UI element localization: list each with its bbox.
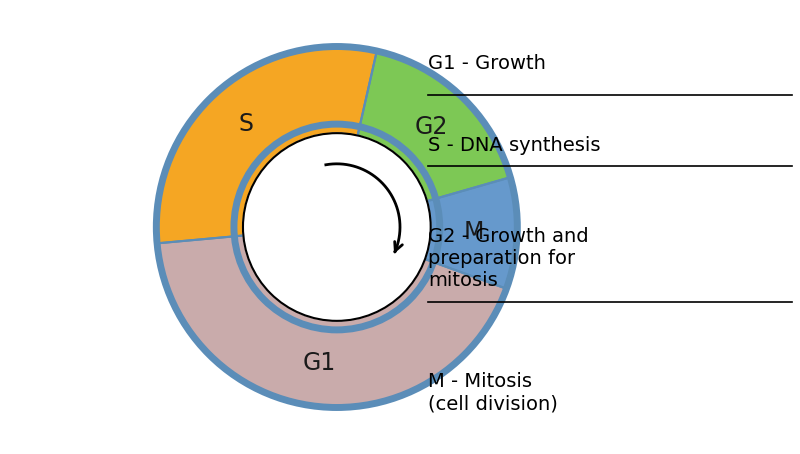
Polygon shape [425, 177, 518, 289]
Polygon shape [157, 236, 506, 408]
Text: G1 - Growth: G1 - Growth [428, 54, 546, 74]
Polygon shape [156, 46, 377, 243]
Text: G1: G1 [302, 351, 336, 375]
Text: S: S [239, 112, 254, 136]
Text: G2: G2 [414, 115, 448, 139]
Text: S - DNA synthesis: S - DNA synthesis [428, 136, 601, 155]
Text: M: M [464, 220, 484, 244]
Circle shape [243, 133, 430, 321]
Polygon shape [358, 51, 510, 201]
Text: G2 - Growth and
preparation for
mitosis: G2 - Growth and preparation for mitosis [428, 227, 589, 290]
Text: M - Mitosis
(cell division): M - Mitosis (cell division) [428, 372, 558, 413]
